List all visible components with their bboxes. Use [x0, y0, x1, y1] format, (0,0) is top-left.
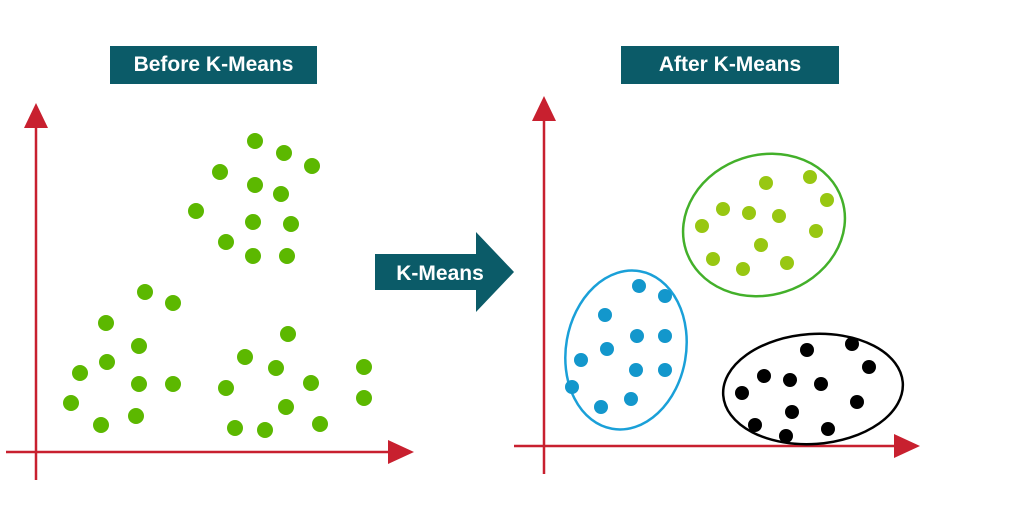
after-y-arrowhead: [532, 96, 556, 121]
before-axes: [6, 103, 414, 480]
unclustered-point: [99, 354, 115, 370]
before-x-arrowhead: [388, 440, 414, 464]
green-cluster-point: [695, 219, 709, 233]
kmeans-arrow-shape: [375, 232, 514, 312]
unclustered-point: [273, 186, 289, 202]
cluster-points: [565, 170, 876, 443]
unclustered-point: [247, 133, 263, 149]
after-axes: [514, 96, 920, 474]
unclustered-point: [283, 216, 299, 232]
black-cluster-point: [821, 422, 835, 436]
black-cluster-point: [845, 337, 859, 351]
green-cluster-point: [809, 224, 823, 238]
unclustered-point: [72, 365, 88, 381]
black-cluster-point: [850, 395, 864, 409]
blue-cluster-point: [632, 279, 646, 293]
before-kmeans-title: Before K-Means: [110, 46, 317, 84]
unclustered-point: [237, 349, 253, 365]
blue-cluster-outline: [564, 269, 688, 431]
green-cluster-point: [803, 170, 817, 184]
green-cluster-point: [716, 202, 730, 216]
black-cluster-point: [783, 373, 797, 387]
unclustered-point: [280, 326, 296, 342]
blue-cluster-point: [600, 342, 614, 356]
unclustered-point: [131, 338, 147, 354]
before-points: [63, 133, 372, 438]
black-cluster-point: [779, 429, 793, 443]
unclustered-point: [276, 145, 292, 161]
unclustered-point: [212, 164, 228, 180]
unclustered-point: [257, 422, 273, 438]
black-cluster-outline: [721, 332, 905, 446]
unclustered-point: [93, 417, 109, 433]
black-cluster-point: [800, 343, 814, 357]
before-y-arrowhead: [24, 103, 48, 128]
green-cluster-point: [820, 193, 834, 207]
green-cluster-outline: [681, 152, 847, 298]
kmeans-arrow-label: K-Means: [396, 262, 484, 285]
blue-cluster-point: [598, 308, 612, 322]
unclustered-point: [218, 380, 234, 396]
black-cluster-point: [748, 418, 762, 432]
blue-cluster-point: [594, 400, 608, 414]
blue-cluster-point: [658, 289, 672, 303]
unclustered-point: [279, 248, 295, 264]
unclustered-point: [245, 248, 261, 264]
blue-cluster-point: [658, 363, 672, 377]
unclustered-point: [218, 234, 234, 250]
unclustered-point: [304, 158, 320, 174]
unclustered-point: [278, 399, 294, 415]
green-cluster-point: [754, 238, 768, 252]
unclustered-point: [63, 395, 79, 411]
blue-cluster-point: [565, 380, 579, 394]
blue-cluster-point: [630, 329, 644, 343]
unclustered-point: [356, 390, 372, 406]
black-cluster-point: [757, 369, 771, 383]
green-cluster-point: [772, 209, 786, 223]
unclustered-point: [356, 359, 372, 375]
after-kmeans-title: After K-Means: [621, 46, 839, 84]
blue-cluster-point: [658, 329, 672, 343]
black-cluster-point: [785, 405, 799, 419]
unclustered-point: [131, 376, 147, 392]
unclustered-point: [268, 360, 284, 376]
blue-cluster-point: [574, 353, 588, 367]
blue-cluster-point: [629, 363, 643, 377]
black-cluster-point: [735, 386, 749, 400]
after-x-arrowhead: [894, 434, 920, 458]
unclustered-point: [137, 284, 153, 300]
unclustered-point: [247, 177, 263, 193]
green-cluster-point: [706, 252, 720, 266]
unclustered-point: [227, 420, 243, 436]
kmeans-transition-arrow: K-Means: [375, 232, 514, 312]
unclustered-point: [165, 295, 181, 311]
unclustered-point: [312, 416, 328, 432]
green-cluster-point: [780, 256, 794, 270]
unclustered-point: [98, 315, 114, 331]
unclustered-point: [245, 214, 261, 230]
black-cluster-point: [862, 360, 876, 374]
unclustered-point: [128, 408, 144, 424]
green-cluster-point: [736, 262, 750, 276]
blue-cluster-point: [624, 392, 638, 406]
unclustered-point: [188, 203, 204, 219]
green-cluster-point: [742, 206, 756, 220]
green-cluster-point: [759, 176, 773, 190]
unclustered-point: [303, 375, 319, 391]
unclustered-point: [165, 376, 181, 392]
black-cluster-point: [814, 377, 828, 391]
